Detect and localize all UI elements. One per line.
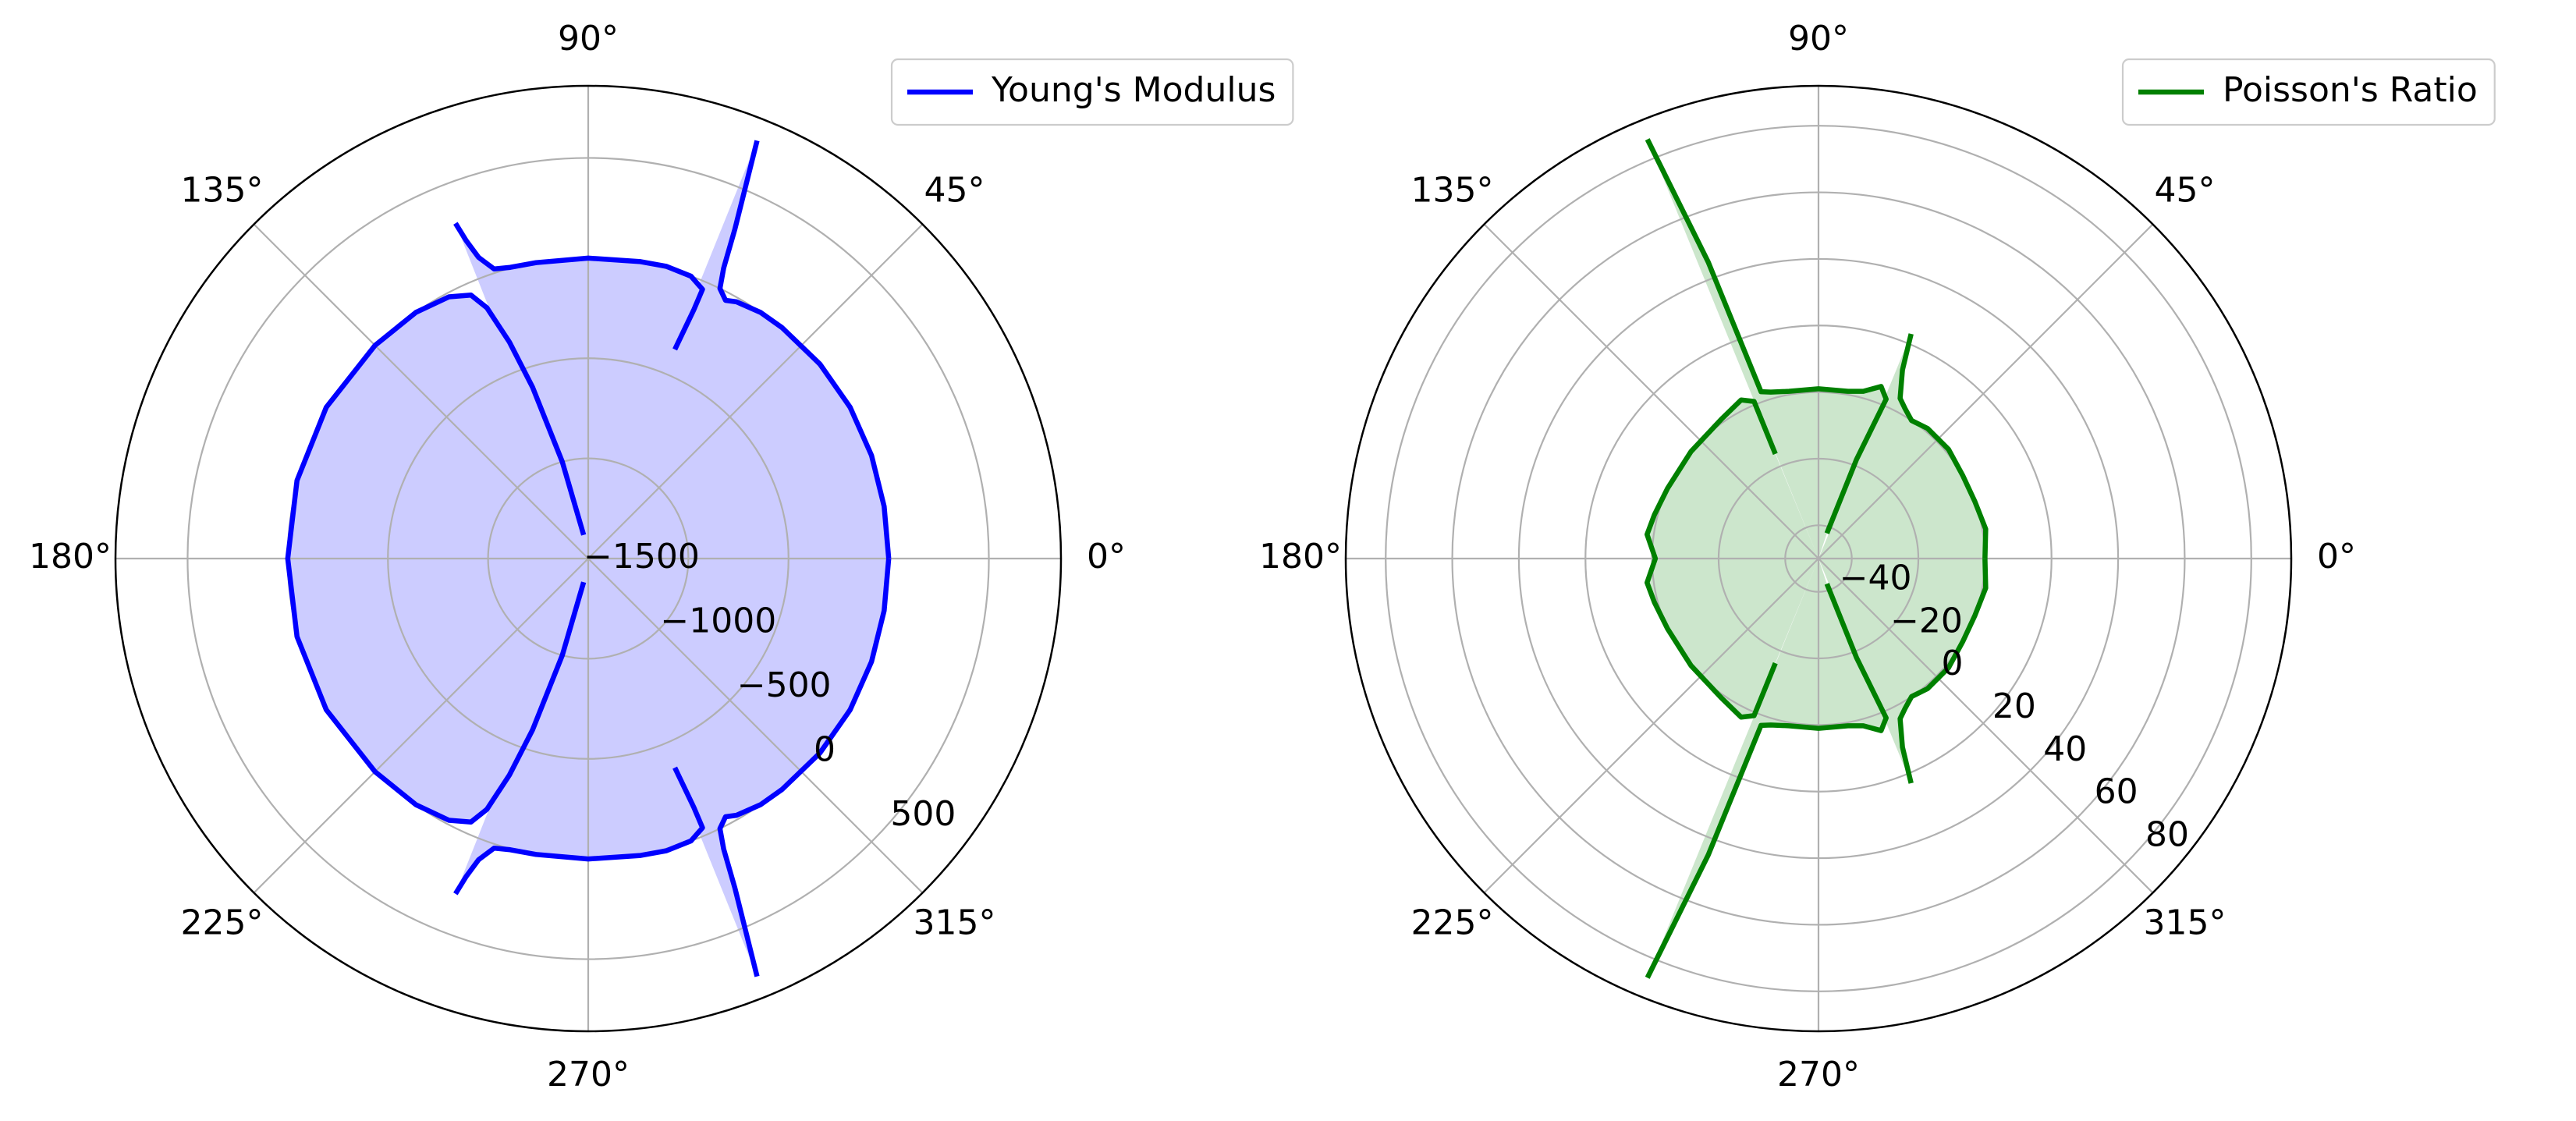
legend: Poisson's Ratio — [2121, 58, 2496, 126]
theta-tick-label: 180° — [1259, 537, 1342, 576]
series-line — [285, 140, 892, 977]
theta-tick-label: 270° — [1777, 1055, 1860, 1094]
theta-tick-label: 90° — [558, 19, 619, 59]
polar-chart: 0° 45° 90° 135° 180° 225° 270° 315° −40−20 0 20406… — [1259, 19, 2496, 1094]
r-tick-label: 0 — [1941, 644, 1963, 683]
r-tick-label: −20 — [1890, 601, 1963, 640]
r-tick-label: −40 — [1840, 558, 1912, 598]
polar-frame — [1344, 84, 2293, 1033]
theta-tick-label: 45° — [924, 170, 985, 210]
r-tick-label: −500 — [737, 665, 832, 705]
polar-frame — [114, 84, 1063, 1033]
theta-tick-label: 135° — [180, 170, 263, 210]
theta-tick-label: 135° — [1410, 170, 1493, 210]
theta-tick-label: 225° — [180, 903, 263, 943]
r-tick-label: 20 — [1992, 686, 2036, 726]
theta-tick-label: 315° — [2144, 903, 2227, 943]
grid-spoke — [587, 223, 924, 559]
legend-label: Poisson's Ratio — [2223, 70, 2478, 110]
theta-tick-label: 45° — [2155, 170, 2216, 210]
grid-spoke — [253, 223, 589, 559]
r-tick-label: 0 — [814, 730, 836, 770]
theta-tick-label: 90° — [1788, 19, 1849, 59]
r-tick-label: 80 — [2145, 815, 2189, 855]
legend: Young's Modulus — [890, 58, 1294, 126]
legend-box — [890, 58, 1294, 126]
r-tick-label: −1500 — [584, 537, 700, 576]
legend-box — [2121, 58, 2496, 126]
series-line — [1644, 138, 1989, 979]
theta-tick-label: 0° — [1087, 537, 1126, 576]
grid-spoke — [1483, 223, 1819, 559]
grid-spoke — [587, 558, 924, 894]
r-tick-label: 60 — [2095, 772, 2138, 812]
r-tick-label: 40 — [2043, 729, 2087, 769]
theta-tick-label: 180° — [29, 537, 112, 576]
r-tick-label: −1000 — [660, 601, 776, 641]
grid-spoke — [253, 558, 589, 894]
theta-tick-label: 315° — [914, 903, 996, 943]
grid-spoke — [1483, 558, 1819, 894]
grid-spoke — [1818, 223, 2154, 559]
theta-tick-label: 225° — [1410, 903, 1493, 943]
theta-tick-label: 0° — [2317, 537, 2356, 576]
theta-tick-label: 270° — [547, 1055, 630, 1094]
grid-spoke — [1818, 558, 2154, 894]
polar-chart: 0° 45° 90° 135° 180° 225° 270° 315° −1500 −1000 −5… — [29, 19, 1294, 1094]
legend-label: Young's Modulus — [991, 70, 1276, 110]
r-tick-label: 500 — [890, 794, 956, 834]
